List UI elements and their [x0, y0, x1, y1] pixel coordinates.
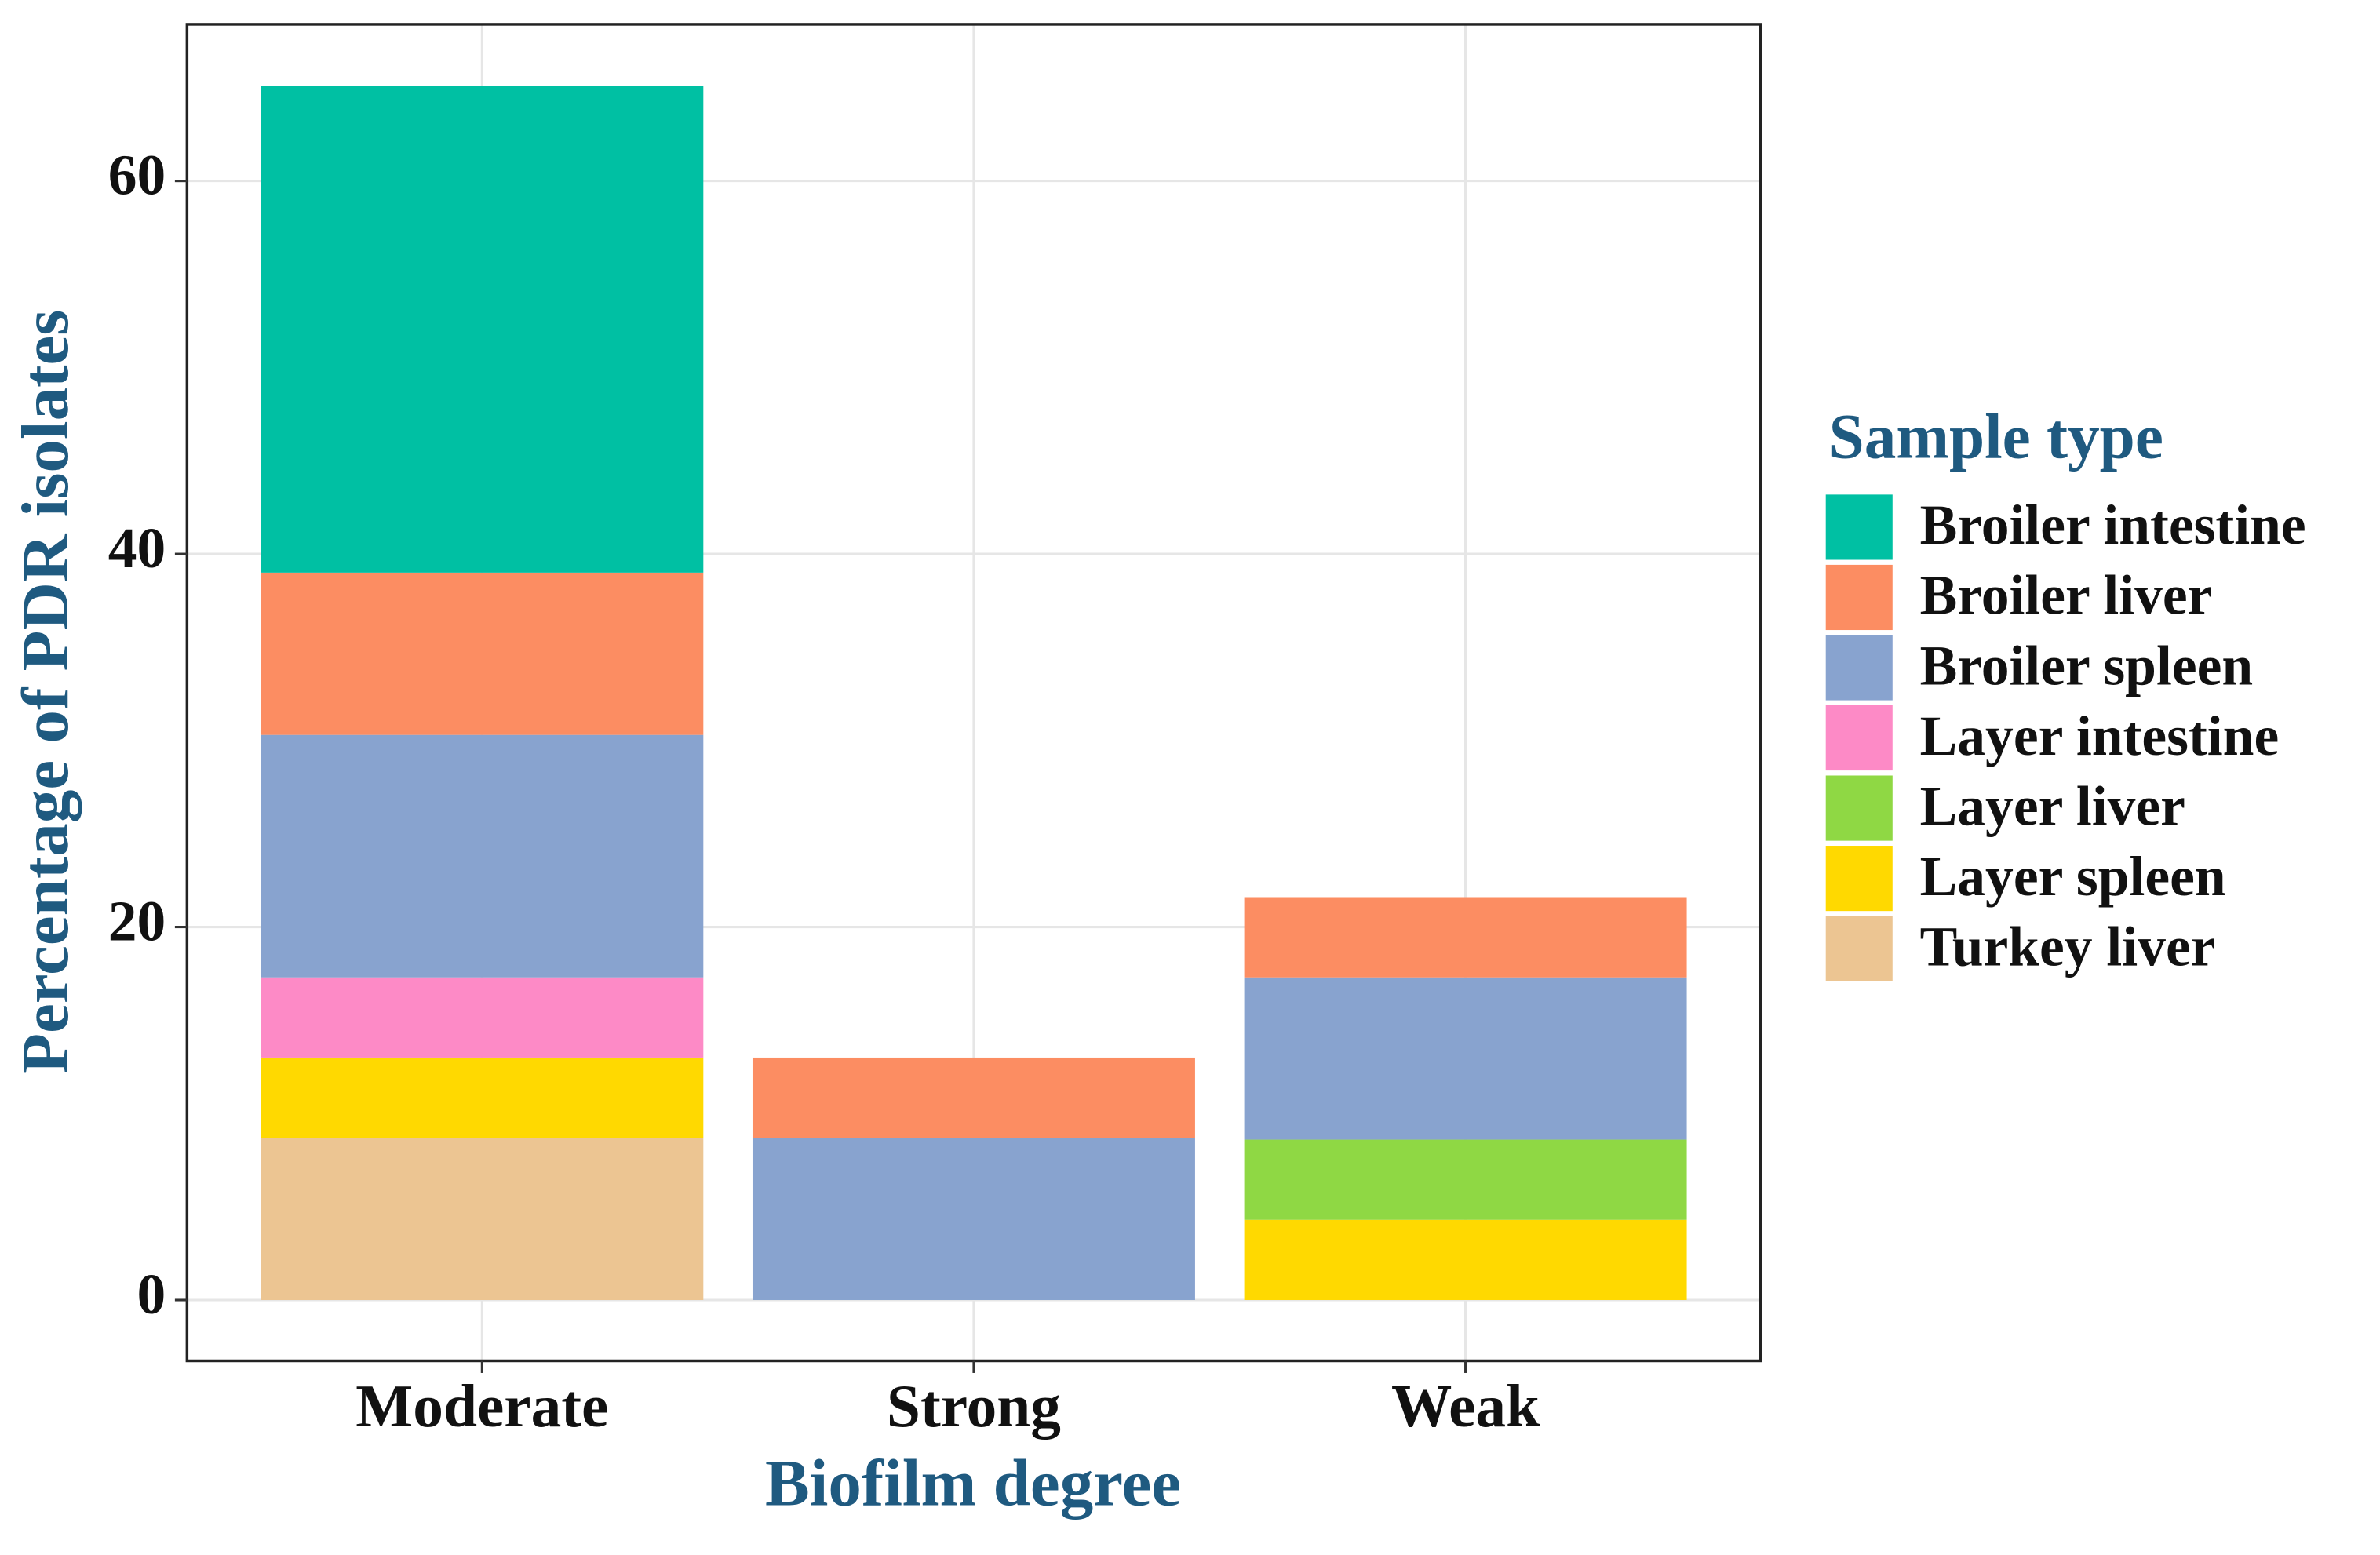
legend-key	[1825, 846, 1893, 912]
x-axis-title: Biofilm degree	[765, 1446, 1181, 1520]
bar-segment	[752, 1138, 1195, 1300]
bars	[261, 86, 1687, 1300]
y-tick-label: 40	[108, 516, 166, 580]
y-tick-label: 0	[137, 1262, 166, 1326]
legend-label: Layer spleen	[1920, 846, 2226, 908]
legend-label: Layer intestine	[1920, 705, 2280, 767]
bar-segment	[261, 734, 704, 978]
bar-segment	[261, 572, 704, 735]
y-tick-label: 20	[108, 889, 166, 952]
legend: Sample type Broiler intestine Broiler liv…	[1825, 401, 2306, 981]
bar-segment	[1244, 897, 1687, 978]
x-tick-label: Weak	[1391, 1372, 1540, 1440]
legend-key	[1825, 916, 1893, 981]
y-tick-label: 60	[108, 143, 166, 206]
legend-label: Layer liver	[1920, 775, 2185, 837]
legend-key	[1825, 635, 1893, 701]
bar-segment	[1244, 1139, 1687, 1220]
bar-segment	[1244, 977, 1687, 1140]
legend-label: Broiler spleen	[1920, 635, 2254, 697]
bar-segment	[261, 86, 704, 573]
legend-title: Sample type	[1829, 401, 2163, 472]
legend-key	[1825, 494, 1893, 560]
x-tick-label: Strong	[887, 1372, 1061, 1440]
legend-label: Broiler intestine	[1920, 494, 2306, 556]
bar-segment	[752, 1057, 1195, 1138]
x-tick-label: Moderate	[355, 1372, 608, 1440]
legend-label: Broiler liver	[1920, 565, 2213, 627]
bar-segment	[261, 977, 704, 1058]
legend-key	[1825, 775, 1893, 841]
axes: 0 20 40 60 Moderate Strong Weak	[108, 143, 1540, 1439]
y-axis-title: Percentage of PDR isolates	[9, 310, 82, 1074]
legend-label: Turkey liver	[1920, 916, 2216, 978]
bar-segment	[1244, 1219, 1687, 1300]
bar-segment	[261, 1138, 704, 1300]
legend-key	[1825, 705, 1893, 771]
legend-key	[1825, 564, 1893, 631]
bar-segment	[261, 1057, 704, 1138]
